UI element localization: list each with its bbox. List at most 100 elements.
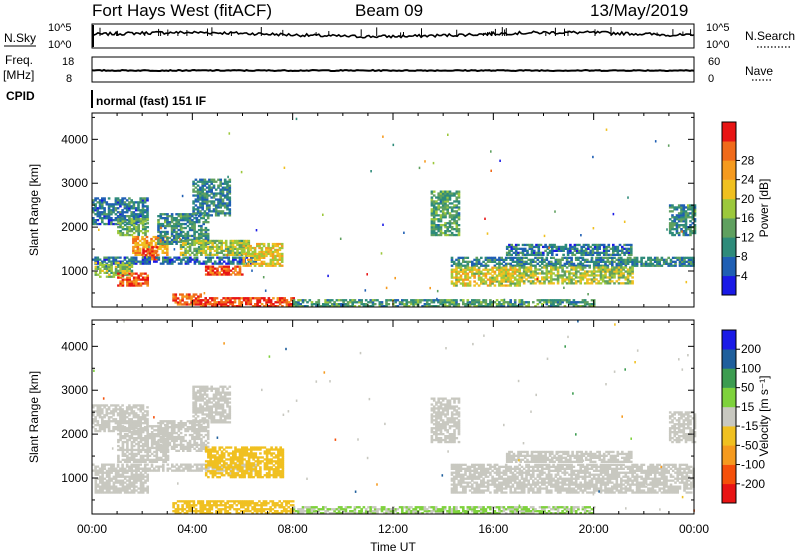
- heatmap-cell: [200, 429, 203, 433]
- heatmap-cell: [192, 188, 195, 191]
- heatmap-cell: [130, 408, 133, 411]
- heatmap-cell: [543, 278, 546, 281]
- heatmap-cell: [155, 429, 159, 432]
- heatmap-cell: [170, 221, 174, 224]
- freq-tick-low: 8: [66, 73, 72, 85]
- heatmap-cell: [532, 272, 535, 275]
- heatmap-cell: [580, 253, 583, 256]
- heatmap-cell: [437, 224, 440, 227]
- heatmap-cell: [159, 215, 163, 218]
- heatmap-cell: [538, 282, 542, 285]
- heatmap-cell: [563, 305, 567, 308]
- heatmap-cell: [242, 252, 246, 256]
- heatmap-cell: [453, 200, 456, 203]
- heatmap-cell: [247, 260, 251, 263]
- heatmap-cell: [624, 276, 628, 279]
- heatmap-cell: [568, 303, 571, 306]
- heatmap-cell: [141, 422, 145, 425]
- heatmap-cell: [569, 249, 572, 252]
- heatmap-cell: [687, 208, 690, 211]
- heatmap-cell: [105, 271, 109, 274]
- heatmap-cell: [675, 206, 679, 209]
- heatmap-cell: [209, 239, 212, 243]
- heatmap-cell: [125, 205, 129, 208]
- heatmap-cell: [630, 245, 633, 249]
- heatmap-cell: [201, 206, 204, 209]
- heatmap-cell: [452, 305, 456, 308]
- heatmap-cell: [110, 261, 113, 265]
- heatmap-cell: [459, 268, 463, 271]
- heatmap-cell: [123, 220, 127, 223]
- heatmap-cell: [394, 301, 397, 304]
- heatmap-cell: [214, 194, 218, 197]
- heatmap-cell: [188, 217, 192, 220]
- heatmap-cell: [232, 262, 235, 265]
- heatmap-cell: [570, 301, 573, 304]
- heatmap-cell: [179, 232, 183, 236]
- heatmap-cell: [146, 414, 149, 417]
- heatmap-cell: [693, 230, 697, 233]
- heatmap-cell: [234, 245, 237, 249]
- heatmap-cell: [536, 272, 540, 275]
- heatmap-cell: [601, 258, 605, 261]
- heatmap-cell: [119, 427, 122, 430]
- heatmap-cell: [166, 447, 169, 450]
- heatmap-cell: [441, 194, 445, 197]
- heatmap-cell: [137, 437, 140, 440]
- heatmap-cell: [128, 438, 131, 442]
- heatmap-cell: [179, 424, 183, 427]
- heatmap-cell: [675, 226, 679, 229]
- heatmap-cell: [457, 266, 461, 269]
- heatmap-cell: [96, 410, 100, 413]
- heatmap-cell: [595, 270, 598, 273]
- heatmap-cell: [195, 249, 199, 252]
- heatmap-cell: [240, 247, 244, 250]
- heatmap-cell: [252, 260, 255, 263]
- heatmap-cell: [276, 301, 280, 304]
- heatmap-cell: [166, 424, 169, 427]
- heatmap-cell: [518, 280, 521, 283]
- heatmap-cell: [191, 437, 194, 441]
- heatmap-cell: [193, 234, 196, 238]
- heatmap-cell: [495, 268, 499, 271]
- heatmap-cell: [200, 226, 203, 230]
- heatmap-cell: [161, 213, 165, 216]
- heatmap-cell: [170, 234, 174, 238]
- heatmap-cell: [221, 200, 225, 203]
- heatmap-cell: [211, 269, 215, 272]
- heatmap-cell: [199, 421, 202, 424]
- heatmap-cell: [227, 249, 230, 252]
- heatmap-cell: [452, 276, 456, 279]
- heatmap-cell: [687, 233, 690, 237]
- heatmap-cell: [163, 245, 167, 249]
- heatmap-cell: [150, 442, 154, 446]
- heatmap-cell: [473, 264, 476, 267]
- heatmap-cell: [430, 305, 433, 308]
- heatmap-cell: [240, 241, 244, 245]
- heatmap-cell: [209, 256, 212, 259]
- heatmap-cell: [500, 270, 503, 273]
- heatmap-cell: [495, 299, 499, 302]
- heatmap-cell: [204, 260, 208, 263]
- heatmap-cell: [123, 429, 127, 433]
- heatmap-cell: [194, 395, 198, 398]
- heatmap-cell: [184, 234, 187, 238]
- heatmap-cell: [276, 305, 280, 308]
- heatmap-cell: [203, 421, 207, 424]
- heatmap-cell: [583, 276, 587, 279]
- heatmap-cell: [121, 442, 125, 446]
- heatmap-cell: [225, 256, 228, 259]
- heatmap-cell: [226, 180, 229, 183]
- heatmap-cell: [552, 282, 555, 285]
- heatmap-cell: [566, 247, 570, 250]
- heatmap-cell: [143, 237, 146, 241]
- heatmap-cell: [344, 299, 348, 302]
- heatmap-cell: [441, 210, 445, 213]
- heatmap-cell: [177, 215, 181, 218]
- heatmap-cell: [278, 297, 282, 300]
- heatmap-cell: [613, 266, 616, 269]
- heatmap-cell: [256, 303, 259, 306]
- heatmap-cell: [514, 243, 518, 247]
- heatmap-cell: [281, 299, 284, 302]
- heatmap-cell: [432, 301, 436, 304]
